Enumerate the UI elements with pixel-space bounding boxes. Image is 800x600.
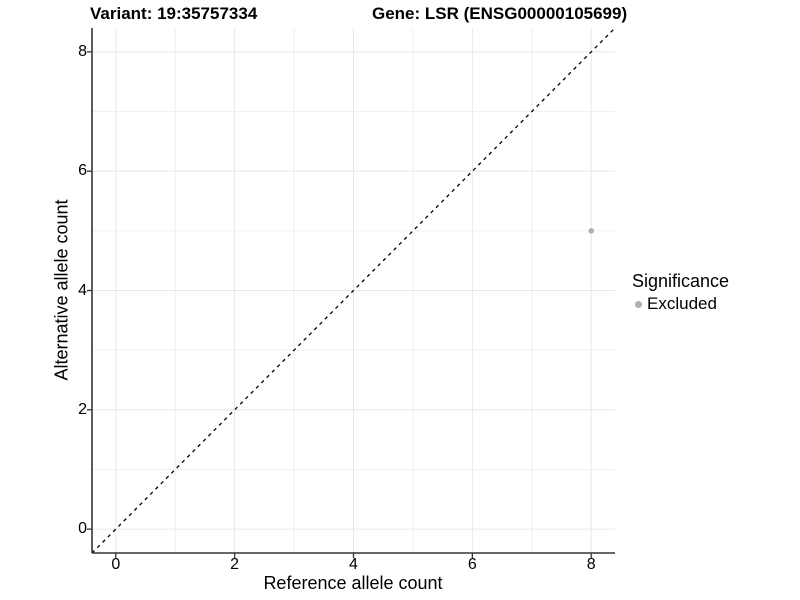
legend-item-label: Excluded: [647, 293, 717, 313]
x-axis-title: Reference allele count: [263, 573, 443, 593]
x-tick-label: 6: [467, 556, 477, 573]
x-tick-label: 4: [349, 556, 358, 573]
identity-dashed-line: [91, 27, 616, 554]
x-tick-label: 8: [586, 556, 596, 573]
y-axis-title: Alternative allele count: [51, 199, 72, 381]
legend-key-dot-icon: [635, 300, 642, 308]
legend-item-excluded: Excluded: [632, 294, 729, 315]
plot-title-variant: Variant: 19:35757334: [90, 4, 258, 23]
y-tick-label: 6: [78, 162, 87, 180]
x-tick-label: 2: [230, 556, 240, 573]
legend: Significance Excluded: [632, 271, 729, 315]
x-tick-label: 0: [111, 556, 121, 573]
data-point: [588, 228, 595, 234]
y-tick-label: 0: [78, 519, 87, 537]
y-tick-label: 2: [78, 400, 87, 418]
y-tick-label: 8: [78, 42, 87, 60]
plot-title-gene: Gene: LSR (ENSG00000105699): [372, 4, 628, 23]
legend-title: Significance: [632, 271, 730, 291]
